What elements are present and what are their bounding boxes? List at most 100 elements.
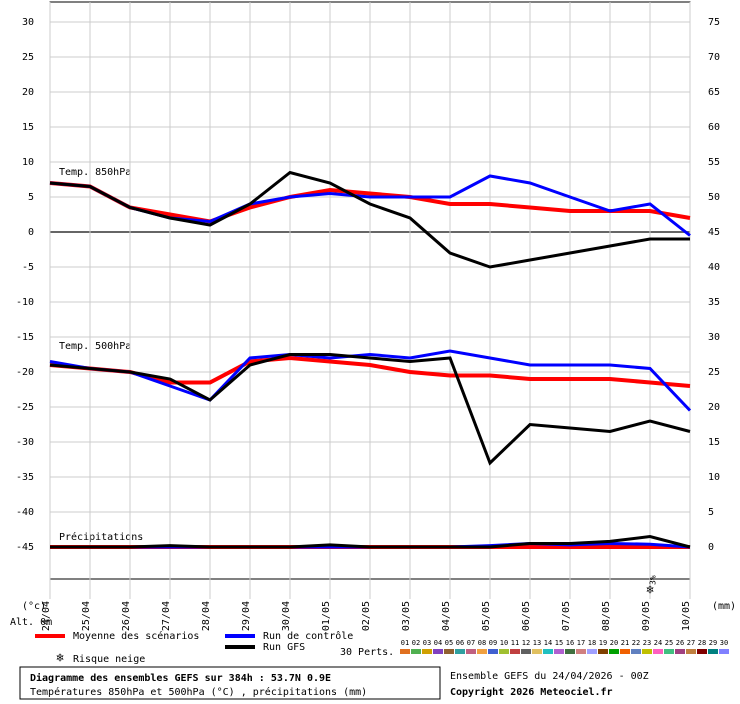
- footer-box: [19, 666, 441, 700]
- y2-tick-label: 25: [708, 367, 720, 378]
- pert-swatch: [422, 649, 432, 654]
- pert-swatch: [510, 649, 520, 654]
- y-tick-label: -35: [16, 472, 34, 483]
- x-tick-label: 07/05: [561, 601, 572, 631]
- y2-tick-label: 50: [708, 192, 720, 203]
- y-tick-label: 0: [28, 227, 34, 238]
- pert-name: 26: [676, 639, 684, 647]
- y2-unit: (mm): [712, 601, 736, 612]
- x-tick-label: 10/05: [681, 601, 692, 631]
- x-tick-label: 06/05: [521, 601, 532, 631]
- perts-label: 30 Perts.: [340, 647, 394, 658]
- y2-tick-label: 75: [708, 17, 720, 28]
- y2-tick-label: 15: [708, 437, 720, 448]
- line-850: [49, 181, 691, 224]
- line-500: [49, 353, 691, 466]
- x-tick-label: 28/04: [201, 601, 212, 631]
- y-tick-label: -45: [16, 542, 34, 553]
- pert-name: 10: [500, 639, 508, 647]
- pert-name: 22: [632, 639, 640, 647]
- x-tick-label: 09/05: [641, 601, 652, 631]
- y2-tick-label: 70: [708, 52, 720, 63]
- pert-name: 12: [522, 639, 530, 647]
- pert-swatch: [631, 649, 641, 654]
- pert-name: 11: [511, 639, 519, 647]
- pert-name: 20: [610, 639, 618, 647]
- pert-name: 16: [566, 639, 574, 647]
- legend-icon: ❄: [56, 651, 63, 665]
- pert-swatch: [587, 649, 597, 654]
- snow-risk-icon: ❄: [646, 583, 653, 597]
- pert-swatch: [543, 649, 553, 654]
- footer-subtitle: Températures 850hPa et 500hPa (°C) , pré…: [30, 686, 367, 698]
- y2-tick-label: 65: [708, 87, 720, 98]
- pert-name: 30: [720, 639, 728, 647]
- pert-swatch: [444, 649, 454, 654]
- pert-swatch: [708, 649, 718, 654]
- y-tick-label: -20: [16, 367, 34, 378]
- pert-swatch: [719, 649, 729, 654]
- y2-tick-label: 5: [708, 507, 714, 518]
- x-tick-label: 24/04: [41, 601, 52, 631]
- y-tick-label: -30: [16, 437, 34, 448]
- x-tick-label: 02/05: [361, 601, 372, 631]
- pert-swatch: [554, 649, 564, 654]
- y2-tick-label: 20: [708, 402, 720, 413]
- pert-name: 29: [709, 639, 717, 647]
- x-tick-label: 25/04: [81, 601, 92, 631]
- pert-name: 02: [412, 639, 420, 647]
- y-tick-label: 20: [22, 87, 34, 98]
- pert-swatch: [697, 649, 707, 654]
- y2-tick-label: 55: [708, 157, 720, 168]
- pert-swatch: [598, 649, 608, 654]
- altitude: Alt. 0m: [10, 617, 52, 628]
- y-tick-label: -10: [16, 297, 34, 308]
- annotation: Temp. 500hPa: [59, 341, 131, 352]
- legend-label: Moyenne des scénarios: [73, 630, 199, 642]
- y-tick-label: -40: [16, 507, 34, 518]
- pert-swatch: [642, 649, 652, 654]
- line-500: [49, 349, 692, 412]
- y-tick-label: -25: [16, 402, 34, 413]
- x-tick-label: 04/05: [441, 601, 452, 631]
- pert-name: 25: [665, 639, 673, 647]
- pert-name: 13: [533, 639, 541, 647]
- y2-tick-label: 30: [708, 332, 720, 343]
- legend-label: Run de contrôle: [263, 630, 353, 642]
- pert-name: 19: [599, 639, 607, 647]
- y-tick-label: 15: [22, 122, 34, 133]
- pert-swatch: [576, 649, 586, 654]
- y2-tick-label: 60: [708, 122, 720, 133]
- pert-name: 07: [467, 639, 475, 647]
- y2-tick-label: 40: [708, 262, 720, 273]
- snow-risk-label: 3%: [649, 575, 658, 585]
- pert-swatch: [477, 649, 487, 654]
- pert-swatch: [411, 649, 421, 654]
- y-tick-label: 25: [22, 52, 34, 63]
- pert-name: 23: [643, 639, 651, 647]
- pert-swatch: [433, 649, 443, 654]
- y2-tick-label: 45: [708, 227, 720, 238]
- legend-label: Run GFS: [263, 642, 305, 653]
- pert-name: 24: [654, 639, 662, 647]
- x-tick-label: 01/05: [321, 601, 332, 631]
- pert-name: 01: [401, 639, 409, 647]
- y-tick-label: 5: [28, 192, 34, 203]
- pert-swatch: [653, 649, 663, 654]
- pert-swatch: [686, 649, 696, 654]
- y2-tick-label: 0: [708, 542, 714, 553]
- annotation: Précipitations: [59, 531, 143, 543]
- pert-swatch: [499, 649, 509, 654]
- annotation: Temp. 850hPa: [59, 167, 131, 178]
- line-850: [49, 170, 690, 269]
- pert-swatch: [466, 649, 476, 654]
- pert-swatch: [664, 649, 674, 654]
- pert-name: 03: [423, 639, 431, 647]
- pert-name: 21: [621, 639, 629, 647]
- y2-tick-label: 35: [708, 297, 720, 308]
- y-unit: (°c): [22, 601, 46, 612]
- x-tick-label: 08/05: [601, 601, 612, 631]
- pert-name: 14: [544, 639, 552, 647]
- y-tick-label: -5: [22, 262, 34, 273]
- footer-run: Ensemble GEFS du 24/04/2026 - 00Z: [450, 671, 649, 682]
